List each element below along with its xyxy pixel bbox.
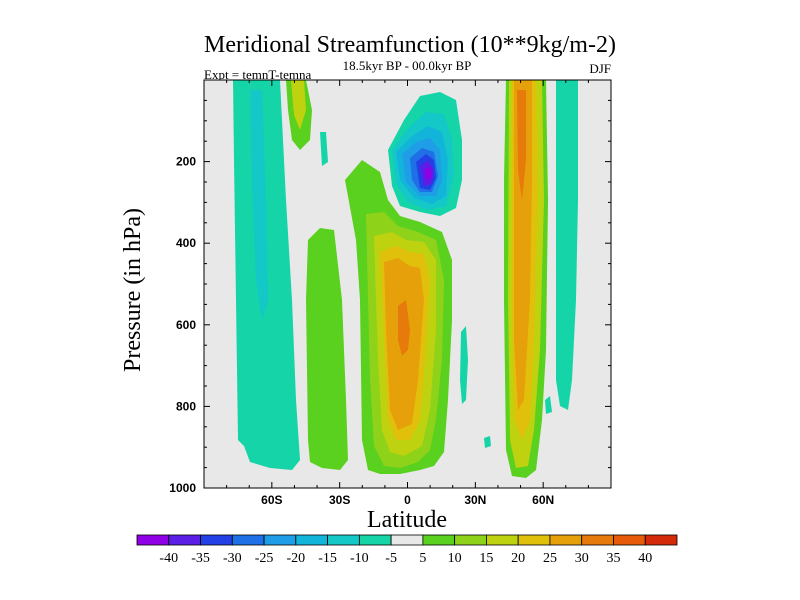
contour-south-yellow-column	[291, 80, 306, 130]
colorbar-label: -10	[350, 551, 369, 566]
colorbar-label: 35	[606, 551, 620, 566]
plot-area	[203, 79, 612, 489]
colorbar-label: -5	[385, 551, 397, 566]
colorbar-swatch	[613, 534, 646, 546]
y-tick-label: 200	[176, 155, 196, 169]
y-tick-label: 600	[176, 318, 196, 332]
colorbar-swatch	[136, 534, 170, 546]
contour-south-cyan-sliver	[320, 132, 328, 166]
colorbar-swatch	[390, 534, 424, 546]
colorbar: -40 -35 -30 -25 -20 -15 -10 -5 5 10 15 20 25 30 35 40	[136, 534, 678, 566]
x-axis-label: Latitude	[367, 507, 447, 533]
chart-subtitle: 18.5kyr BP - 00.0kyr BP	[343, 58, 472, 73]
colorbar-swatch	[358, 534, 392, 546]
colorbar-label: 5	[419, 551, 426, 566]
colorbar-label: 10	[448, 551, 462, 566]
colorbar-label: 25	[543, 551, 557, 566]
season-label: DJF	[589, 61, 611, 76]
x-axis: 60S 30S 0 30N 60N	[226, 80, 589, 507]
x-tick-label: 60N	[532, 493, 554, 507]
colorbar-label: -35	[191, 551, 210, 566]
colorbar-label: -15	[318, 551, 337, 566]
colorbar-swatch	[231, 534, 265, 546]
colorbar-swatch	[644, 534, 678, 546]
contour-south-cyan-inner	[250, 90, 268, 320]
colorbar-label: 15	[479, 551, 493, 566]
colorbar-label: -40	[159, 551, 178, 566]
x-tick-label: 30S	[329, 493, 350, 507]
y-tick-label: 800	[176, 399, 196, 413]
colorbar-swatch	[486, 534, 519, 546]
y-tick-label: 1000	[169, 481, 196, 495]
colorbar-swatch	[295, 534, 328, 546]
colorbar-swatch	[422, 534, 456, 546]
x-tick-label: 0	[404, 493, 411, 507]
colorbar-label: 40	[638, 551, 652, 566]
chart-title: Meridional Streamfunction (10**9kg/m-2)	[204, 32, 616, 58]
y-tick-label: 400	[176, 236, 196, 250]
colorbar-swatch	[263, 534, 297, 546]
colorbar-swatch	[168, 534, 201, 546]
colorbar-label: 30	[575, 551, 589, 566]
colorbar-swatch	[454, 534, 487, 546]
colorbar-swatch	[327, 534, 360, 546]
colorbar-label: -25	[255, 551, 274, 566]
contour-tropical-30	[398, 300, 410, 356]
x-tick-label: 60S	[261, 493, 282, 507]
contour-south-green-band	[306, 228, 348, 470]
contour-north-cyan-small	[545, 396, 552, 414]
contour-small-cyan-blob	[484, 436, 491, 448]
x-tick-label: 30N	[464, 493, 486, 507]
colorbar-swatch	[517, 534, 551, 546]
colorbar-swatch	[549, 534, 583, 546]
colorbar-label: -30	[223, 551, 242, 566]
colorbar-label: 20	[511, 551, 525, 566]
contour-north-cyan	[556, 80, 578, 410]
contour-upper-neg-40	[424, 166, 432, 182]
y-axis: 200 400 600 800 1000	[169, 99, 611, 495]
colorbar-swatch	[200, 534, 233, 546]
colorbar-label: -20	[286, 551, 305, 566]
contour-mid-30	[517, 90, 526, 200]
y-axis-label: Pressure (in hPa)	[120, 208, 146, 372]
experiment-label: Expt = temnT-temna	[204, 67, 311, 82]
contour-small-cyan-460	[460, 326, 468, 404]
colorbar-swatch	[581, 534, 614, 546]
